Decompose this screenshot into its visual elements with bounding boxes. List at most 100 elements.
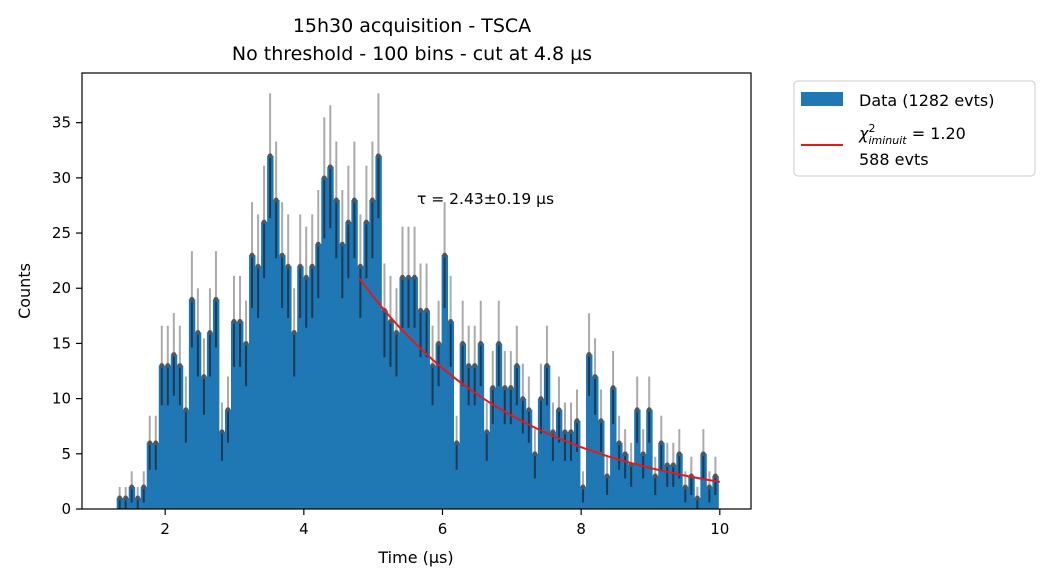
data-point (610, 385, 616, 390)
data-point (676, 451, 682, 457)
histogram-bar (441, 255, 449, 509)
histogram-bar (375, 155, 382, 510)
data-point (357, 263, 363, 269)
data-point (267, 153, 273, 159)
histogram-bar (363, 222, 370, 509)
legend-fit-label: χ2 iminuit = 1.20 (858, 122, 966, 147)
data-point (550, 429, 556, 435)
y-tick-label: 35 (52, 114, 71, 132)
histogram-bar (182, 409, 190, 509)
data-point (370, 197, 375, 203)
histogram-bar (327, 166, 334, 509)
chart-title-line1: 15h30 acquisition - TSCA (293, 15, 531, 37)
data-point (670, 462, 676, 468)
histogram-bar (670, 464, 677, 509)
histogram-bar (640, 453, 647, 509)
histogram-bar (393, 332, 400, 509)
histogram-bar (255, 266, 262, 509)
data-point (418, 307, 423, 313)
histogram-bar (194, 332, 202, 509)
histogram-bar (345, 222, 352, 509)
histogram-bar (152, 442, 160, 509)
histogram-bar (525, 409, 533, 509)
histogram-bar (549, 431, 557, 509)
data-point (442, 252, 448, 258)
data-point (309, 263, 315, 269)
plot-frame (81, 72, 752, 510)
x-tick-label: 6 (438, 520, 448, 538)
data-point (586, 352, 592, 357)
data-point (291, 329, 297, 335)
histogram-bar (297, 266, 304, 509)
data-point (412, 274, 417, 280)
data-point (297, 263, 303, 269)
data-point (556, 407, 562, 413)
histogram-bar (333, 199, 340, 509)
histogram-bar (224, 409, 232, 509)
data-point (219, 429, 225, 435)
data-point (159, 363, 165, 368)
histogram-bar (592, 376, 599, 509)
data-point (141, 484, 147, 490)
histogram-bar (429, 365, 436, 509)
x-axis-ticks: 2 4 6 8 10 (160, 509, 729, 538)
legend-box (793, 80, 1036, 177)
data-point (544, 363, 550, 368)
histogram-bar (291, 332, 298, 509)
data-point (538, 396, 544, 402)
data-point (285, 263, 291, 269)
histogram-bar (610, 387, 617, 509)
histogram-bar (369, 199, 376, 509)
histogram-bar (399, 277, 406, 509)
data-point (592, 374, 598, 379)
y-axis-ticks: 0 5 10 15 20 25 30 35 (52, 114, 82, 518)
histogram-bar (664, 464, 671, 509)
x-tick-label: 2 (160, 520, 170, 538)
histogram-bar (573, 420, 581, 509)
data-point (496, 341, 502, 346)
histogram-bar (561, 431, 569, 509)
data-point (117, 495, 123, 501)
histogram-bar (218, 431, 226, 509)
histogram-bar (249, 255, 256, 509)
histogram-bar (598, 420, 605, 509)
histogram-bar (453, 442, 461, 509)
data-point (460, 341, 466, 346)
data-point (165, 363, 171, 368)
histogram-bar (507, 387, 515, 509)
data-point (195, 329, 201, 335)
legend-chi-sub: iminuit (868, 134, 907, 147)
data-point (514, 363, 520, 368)
data-point (261, 219, 267, 225)
data-point (616, 440, 622, 446)
data-point (634, 407, 640, 413)
histogram-bar (423, 310, 430, 509)
data-point (394, 329, 399, 335)
y-tick-label: 5 (61, 445, 71, 463)
data-point (189, 296, 195, 302)
histogram-bar (537, 398, 545, 509)
data-point (400, 274, 405, 280)
data-point (225, 407, 231, 413)
chart-title-line2: No threshold - 100 bins - cut at 4.8 µs (232, 43, 592, 65)
histogram-bar (176, 365, 184, 509)
fit-curve (358, 277, 720, 483)
data-point (213, 296, 219, 302)
histogram-bar (616, 442, 623, 509)
histogram-bar (567, 431, 575, 509)
histogram-bar (459, 343, 467, 509)
histogram-bar (309, 266, 316, 509)
histogram-bar (658, 442, 665, 509)
histogram-bar (531, 453, 539, 509)
data-point (129, 484, 135, 490)
histogram-bar (212, 299, 220, 509)
legend: Data (1282 evts) χ2 iminuit = 1.20 588 ev… (793, 80, 1036, 177)
histogram-bar (170, 354, 178, 509)
data-point (430, 363, 435, 368)
data-point (424, 307, 429, 313)
data-point (255, 263, 261, 269)
data-point (321, 175, 327, 181)
y-tick-label: 25 (52, 224, 71, 242)
data-point (376, 153, 381, 159)
data-point (177, 363, 183, 368)
